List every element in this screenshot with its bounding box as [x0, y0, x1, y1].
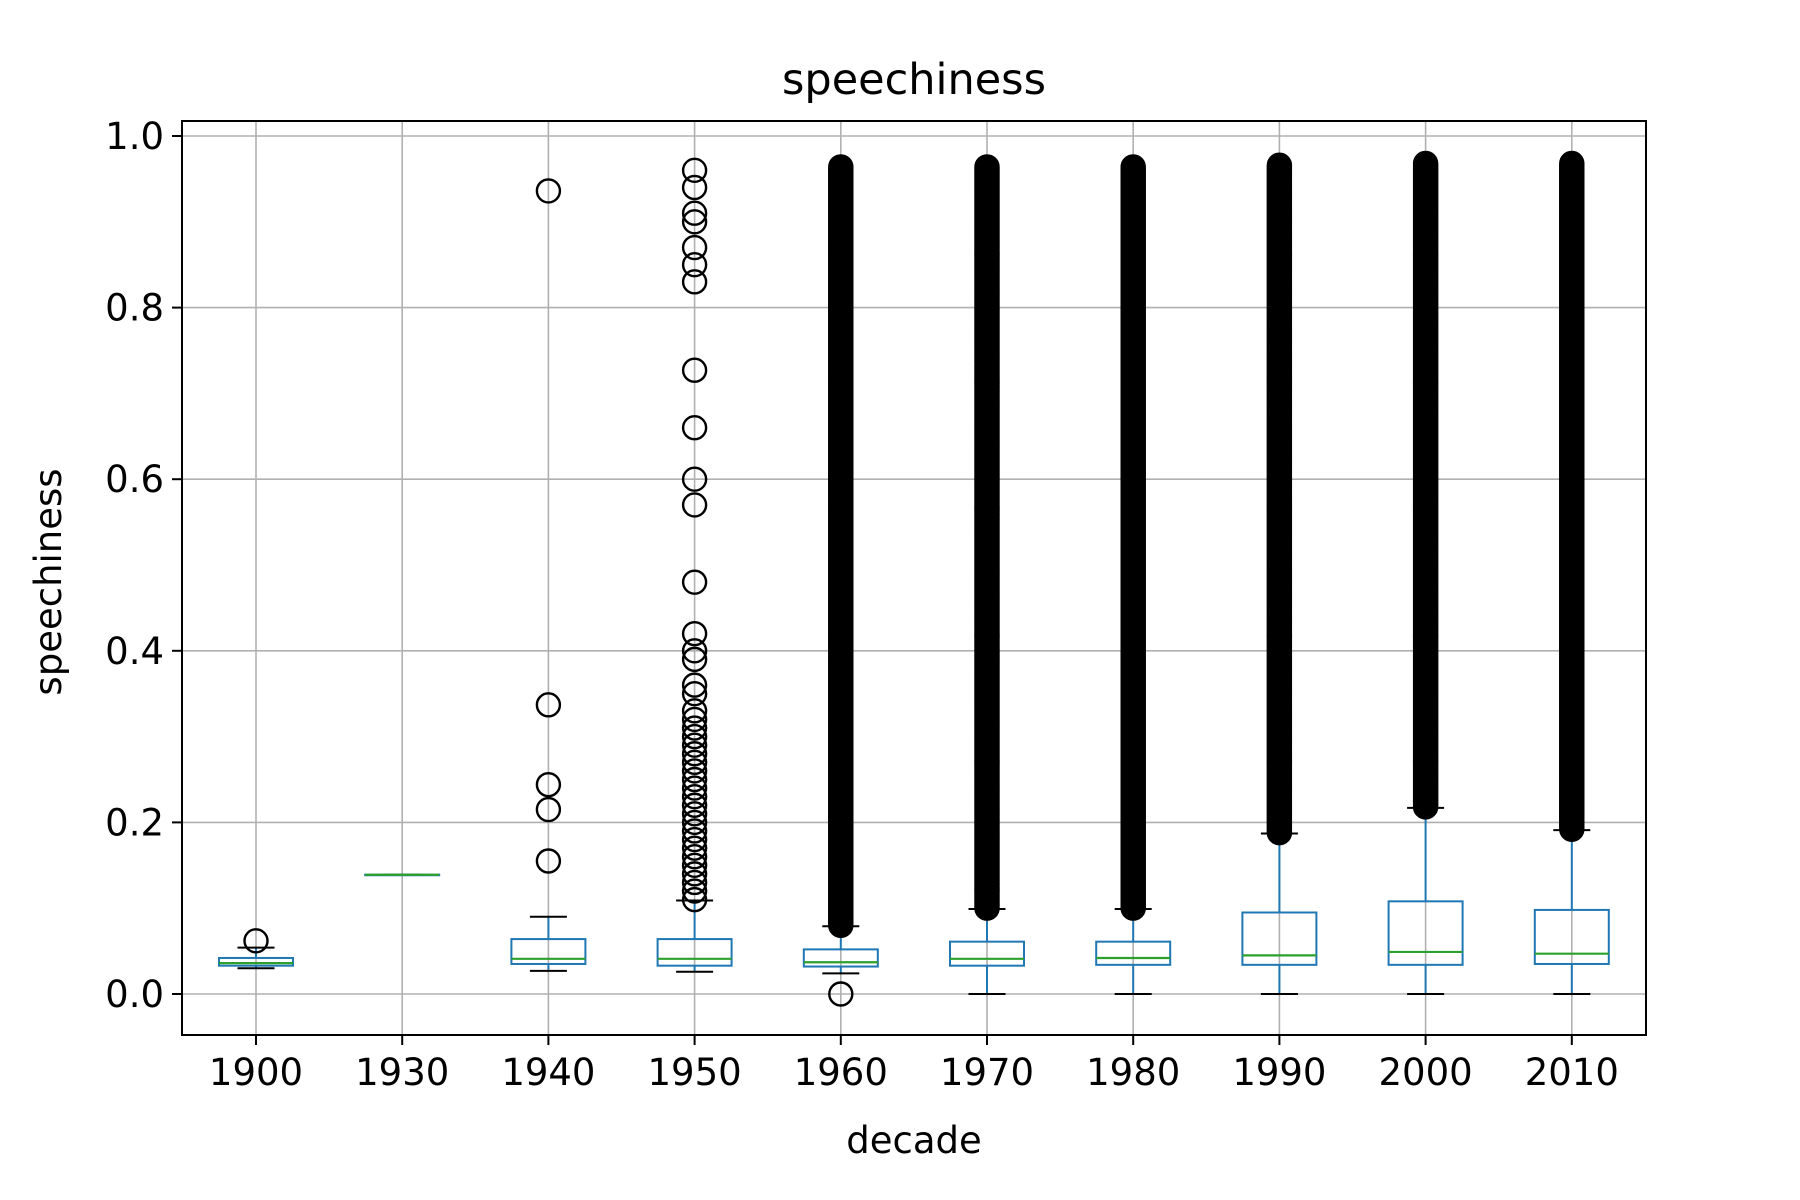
outlier-point [1412, 150, 1439, 177]
outlier-point [681, 492, 708, 518]
outlier-point [828, 981, 854, 1007]
y-tick-label: 0.0 [105, 973, 164, 1016]
outlier-point [681, 809, 708, 836]
outlier-point [681, 646, 708, 673]
y-tick-label: 0.8 [105, 287, 164, 330]
outlier-point [681, 681, 708, 707]
outlier-point [974, 154, 1000, 180]
x-tick-label: 1940 [501, 1051, 595, 1094]
outlier-point [681, 174, 708, 201]
outlier-point [681, 706, 708, 733]
outlier-point [681, 783, 708, 810]
outlier-point [535, 692, 562, 718]
y-tick-label: 0.2 [105, 801, 164, 844]
x-tick-label: 1900 [209, 1051, 303, 1094]
outlier-point [681, 638, 708, 664]
x-axis-label: decade [846, 1119, 982, 1162]
outlier-point [681, 715, 708, 741]
outlier-point [681, 466, 708, 492]
outlier-point [535, 848, 562, 874]
outlier-point [681, 861, 708, 887]
x-tick-label: 1990 [1232, 1051, 1326, 1094]
x-tick-label: 1950 [648, 1051, 742, 1094]
y-tick-label: 0.6 [105, 458, 164, 501]
outlier-point [1120, 154, 1146, 180]
outlier-point [681, 775, 708, 801]
iqr-box [949, 940, 1025, 967]
outlier-point [681, 826, 708, 853]
x-tick-label: 2010 [1525, 1051, 1619, 1094]
box-1950 [656, 899, 733, 973]
outlier-point [681, 766, 708, 793]
outlier-point [681, 620, 708, 647]
outlier-point [681, 732, 708, 758]
outlier-point [681, 569, 708, 595]
y-tick-label: 0.4 [105, 630, 164, 673]
outlier-point [681, 200, 708, 226]
outlier-point [681, 758, 708, 784]
iqr-box [1387, 900, 1464, 966]
y-axis-label: speechiness [27, 468, 70, 695]
x-tick-label: 1980 [1086, 1051, 1180, 1094]
outlier-point [681, 886, 708, 913]
iqr-box [1533, 908, 1610, 965]
chart-title: speechiness [782, 55, 1046, 105]
outlier-points [243, 150, 1585, 1007]
outlier-point [828, 154, 854, 180]
outlier-point [681, 698, 708, 724]
outlier-point [681, 415, 708, 441]
box-1940 [510, 915, 587, 972]
iqr-box [218, 956, 294, 967]
outlier-point [1266, 152, 1293, 178]
y-axis-ticks: 0.0 0.2 0.4 0.6 0.8 1.0 [105, 115, 182, 1016]
outlier-point [681, 792, 708, 818]
outlier-point [681, 269, 708, 295]
outlier-point [681, 157, 708, 184]
outlier-point [681, 869, 708, 896]
outlier-point [681, 357, 708, 383]
y-tick-label: 1.0 [105, 115, 164, 158]
outlier-point [681, 234, 708, 261]
outlier-point [681, 878, 708, 904]
outlier-point [681, 741, 708, 767]
box-1990 [1241, 832, 1318, 995]
outlier-point [681, 844, 708, 870]
box-1930 [364, 873, 441, 877]
iqr-box [802, 948, 879, 968]
iqr-box [1095, 940, 1172, 966]
outlier-point [681, 818, 708, 844]
outlier-point [243, 928, 269, 954]
x-tick-label: 2000 [1379, 1051, 1473, 1094]
x-tick-label: 1930 [355, 1051, 449, 1094]
outlier-point [1559, 150, 1585, 177]
outlier-point [681, 723, 708, 750]
iqr-box [656, 938, 733, 967]
outlier-point [535, 178, 562, 204]
outlier-point [681, 835, 708, 861]
outlier-point [681, 672, 708, 698]
outlier-point [681, 252, 708, 278]
x-axis-ticks: 1900 1930 1940 1950 1960 1970 1980 1990 2000 2010 [209, 1035, 1619, 1094]
iqr-box [510, 938, 587, 965]
outlier-point [681, 801, 708, 827]
x-tick-label: 1970 [940, 1051, 1034, 1094]
outlier-point [681, 209, 708, 235]
outlier-point [681, 852, 708, 878]
plot-frame [181, 120, 1647, 1036]
outlier-point [535, 796, 562, 823]
outlier-point [681, 749, 708, 776]
iqr-box [1241, 911, 1318, 966]
outlier-point [535, 771, 562, 798]
x-tick-label: 1960 [794, 1051, 888, 1094]
